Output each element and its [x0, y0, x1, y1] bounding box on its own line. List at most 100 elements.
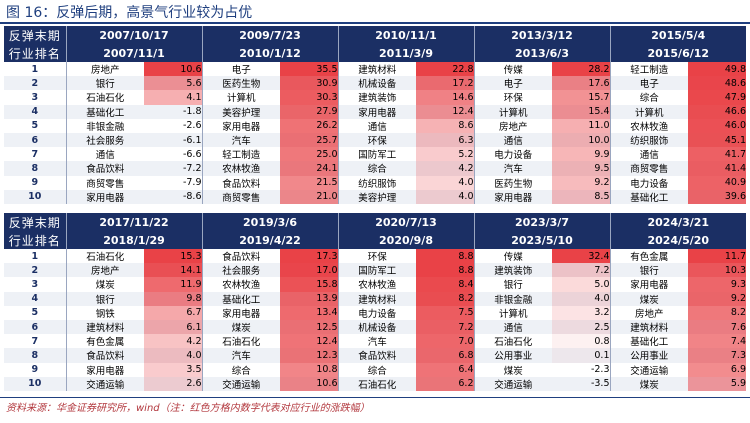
header-label-industry-rank: 行业排名 [8, 233, 61, 248]
return-value-cell: 8.5 [552, 189, 610, 204]
return-value-cell: 6.3 [416, 132, 474, 148]
industry-cell: 食品饮料 [337, 348, 416, 363]
industry-cell: 家用电器 [337, 104, 416, 119]
industry-cell: 家用电器 [473, 189, 552, 204]
rank-cell: 5 [31, 120, 39, 132]
source-note: 资料来源：华金证券研究所，wind（注：红色方格内数字代表对应行业的涨跌幅） [6, 403, 370, 414]
industry-cell: 传媒 [473, 62, 552, 77]
industry-cell: 房地产 [609, 305, 688, 320]
rank-cell: 4 [31, 293, 39, 305]
industry-cell: 电力设备 [473, 147, 552, 162]
industry-cell: 公用事业 [609, 348, 688, 363]
industry-cell: 煤炭 [473, 362, 552, 377]
industry-cell: 食品饮料 [65, 161, 144, 176]
return-value-cell: 17.2 [416, 76, 474, 91]
return-value-cell: 30.9 [280, 76, 338, 91]
return-value-cell: 10.8 [280, 362, 338, 377]
period-end-date: 2010/1/12 [201, 44, 338, 62]
return-value-cell: 12.4 [416, 104, 474, 119]
industry-cell: 商贸零售 [65, 175, 144, 190]
return-value-cell: -2.3 [590, 364, 610, 376]
industry-cell: 有色金属 [65, 334, 144, 349]
industry-cell: 汽车 [201, 348, 280, 363]
industry-cell: 建筑材料 [337, 291, 416, 306]
industry-cell: 交通运输 [609, 362, 688, 377]
return-value-cell: 6.7 [144, 305, 202, 320]
header-row-start: 反弹末期 2007/10/17 2009/7/23 2010/11/1 2013/3/1… [4, 26, 746, 44]
return-value-cell: 8.8 [416, 263, 474, 278]
industry-cell: 电力设备 [337, 305, 416, 320]
industry-cell: 银行 [65, 76, 144, 91]
return-value-cell: 32.4 [552, 249, 610, 264]
return-value-cell: 7.3 [688, 348, 746, 363]
return-value-cell: -3.5 [590, 378, 610, 390]
table-row: 6 社会服务 -6.1 汽车 25.7 环保 6.3 通信 10.0 纺织服饰 45.1 [4, 132, 746, 148]
industry-cell: 非银金融 [65, 118, 144, 133]
return-value-cell: 9.2 [688, 291, 746, 306]
return-value-cell: 8.4 [416, 277, 474, 292]
period-end-date: 2007/11/1 [65, 44, 202, 62]
industry-cell: 计算机 [473, 305, 552, 320]
return-value-cell: 6.1 [144, 319, 202, 335]
industry-cell: 交通运输 [65, 376, 144, 391]
return-value-cell: 6.8 [416, 348, 474, 363]
table-row: 1 房地产 10.6 电子 35.5 建筑材料 22.8 传媒 28.2 轻工制造 49.8 [4, 62, 746, 77]
return-value-cell: 10.6 [280, 376, 338, 391]
return-value-cell: 11.0 [552, 118, 610, 133]
return-value-cell: 25.0 [280, 147, 338, 162]
period-start-date: 2010/11/1 [337, 26, 474, 44]
industry-cell: 轻工制造 [201, 147, 280, 162]
table-row: 3 石油石化 4.1 计算机 30.3 建筑装饰 14.6 环保 15.7 综合 47.9 [4, 90, 746, 105]
return-value-cell: 10.0 [552, 132, 610, 148]
return-value-cell: 4.2 [416, 161, 474, 176]
period-end-date: 2020/9/8 [337, 231, 474, 249]
industry-cell: 煤炭 [201, 319, 280, 335]
table-row: 10 家用电器 -8.6 商贸零售 21.0 美容护理 4.0 家用电器 8.5 基础化工 39.6 [4, 189, 746, 204]
industry-cell: 综合 [337, 161, 416, 176]
industry-cell: 通信 [609, 147, 688, 162]
industry-cell: 综合 [609, 90, 688, 105]
industry-cell: 农林牧渔 [609, 118, 688, 133]
return-value-cell: 15.4 [552, 104, 610, 119]
industry-cell: 社会服务 [65, 132, 144, 148]
return-value-cell: 15.7 [552, 90, 610, 105]
industry-cell: 机械设备 [337, 319, 416, 335]
industry-cell: 房地产 [473, 118, 552, 133]
industry-cell: 食品饮料 [201, 175, 280, 190]
return-value-cell: 41.4 [688, 161, 746, 176]
industry-cell: 石油石化 [65, 249, 144, 264]
industry-cell: 纺织服饰 [337, 175, 416, 190]
period-end-date: 2011/3/9 [337, 44, 474, 62]
industry-cell: 综合 [337, 362, 416, 377]
table-row: 4 基础化工 -1.8 美容护理 27.9 家用电器 12.4 计算机 15.4 计算机 46.6 [4, 104, 746, 119]
industry-cell: 通信 [65, 147, 144, 162]
industry-cell: 房地产 [65, 263, 144, 278]
industry-cell: 环保 [337, 249, 416, 264]
return-value-cell: 7.4 [688, 334, 746, 349]
return-value-cell: 9.3 [688, 277, 746, 292]
industry-cell: 国防军工 [337, 147, 416, 162]
return-value-cell: 15.3 [144, 249, 202, 264]
return-value-cell: 0.1 [552, 348, 610, 363]
return-value-cell: 9.8 [144, 291, 202, 306]
period-start-date: 2019/3/6 [201, 213, 338, 231]
return-value-cell: -6.1 [182, 134, 202, 146]
industry-cell: 煤炭 [65, 277, 144, 292]
industry-cell: 基础化工 [65, 104, 144, 119]
header-row-end: 行业排名 2018/1/29 2019/4/22 2020/9/8 2023/5/10 2… [4, 231, 746, 249]
return-value-cell: 8.2 [688, 305, 746, 320]
return-value-cell: 4.1 [144, 90, 202, 105]
industry-cell: 美容护理 [201, 104, 280, 119]
industry-cell: 农林牧渔 [201, 161, 280, 176]
rank-cell: 3 [31, 91, 39, 103]
rank-cell: 6 [31, 321, 39, 333]
table-row: 9 家用电器 3.5 综合 10.8 综合 6.4 煤炭 -2.3 交通运输 6.9 [4, 362, 746, 377]
return-value-cell: 15.8 [280, 277, 338, 292]
header-label-rebound-end: 反弹末期 [8, 215, 61, 230]
industry-cell: 商贸零售 [201, 189, 280, 204]
period-end-date: 2019/4/22 [201, 231, 338, 249]
period-end-date: 2023/5/10 [473, 231, 610, 249]
return-value-cell: 17.3 [280, 249, 338, 264]
industry-cell: 建筑材料 [609, 319, 688, 335]
return-value-cell: 11.7 [688, 249, 746, 264]
